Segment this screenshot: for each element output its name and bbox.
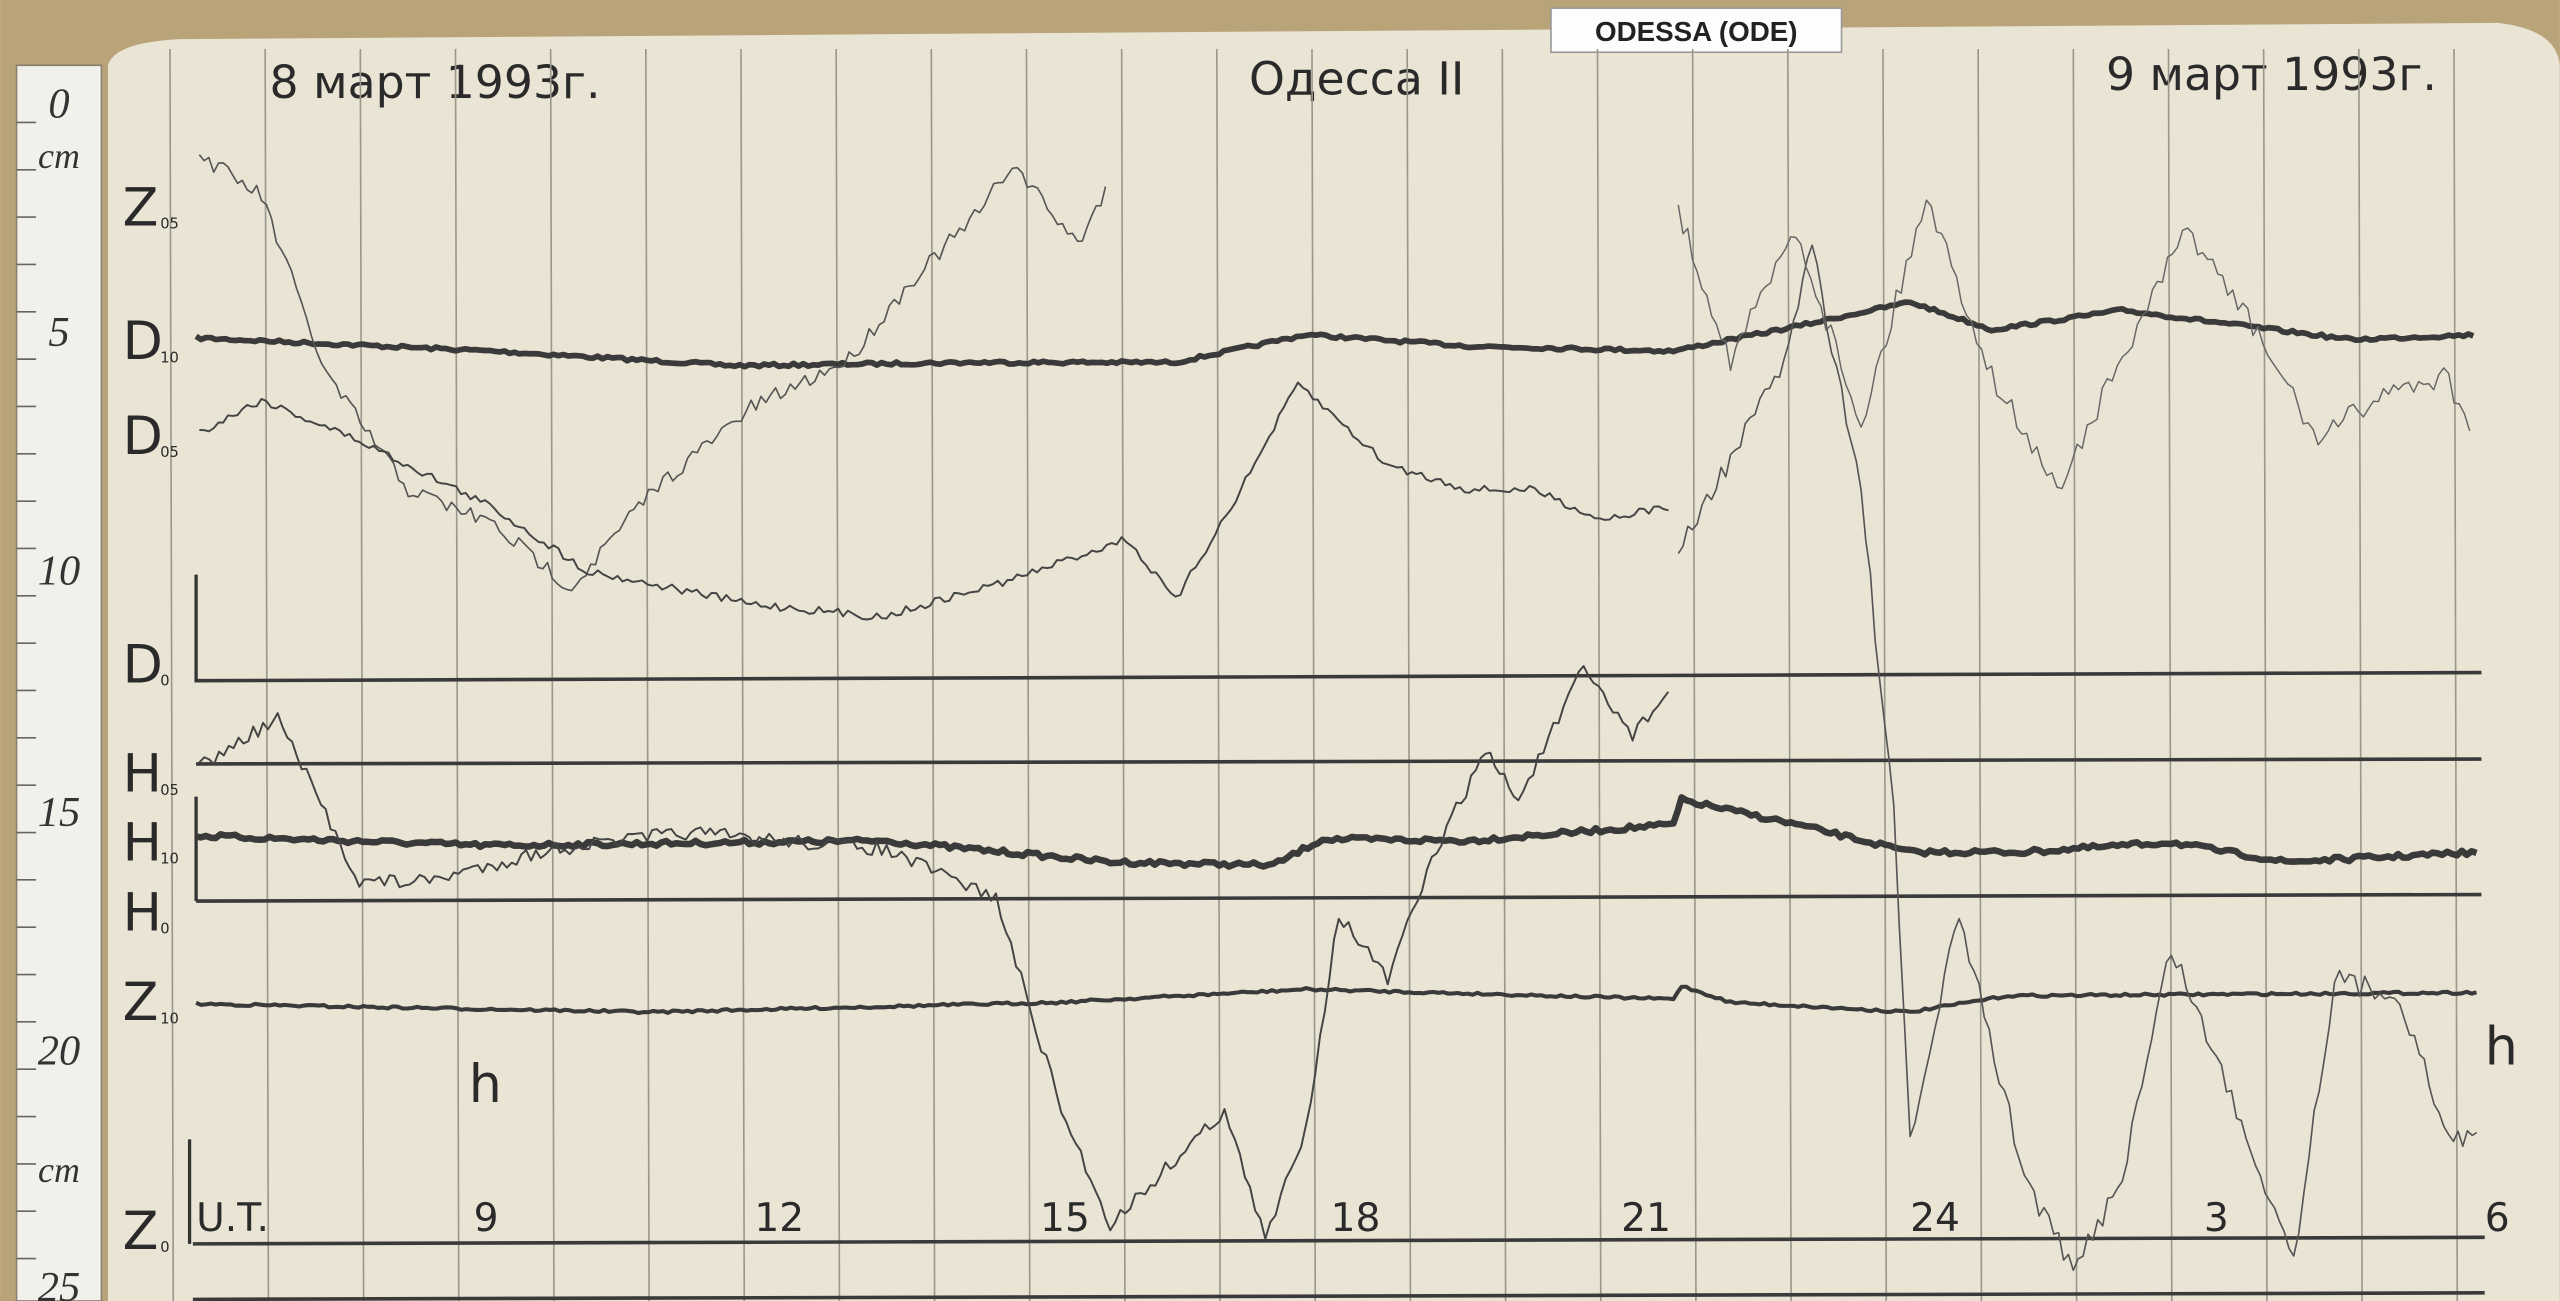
trace-subscript: 05 <box>160 444 179 461</box>
trace-letter: D <box>123 635 163 695</box>
ruler-label: cm <box>38 136 80 176</box>
date-left: 8 март 1993г. <box>270 56 601 109</box>
hour-line <box>1216 48 1221 1301</box>
baseline <box>192 1235 2485 1246</box>
time-unit: h <box>469 1055 502 1115</box>
trace <box>194 299 2475 370</box>
trace <box>195 794 2478 870</box>
trace <box>1677 244 2478 1272</box>
trace <box>199 381 1669 621</box>
paper <box>107 22 2560 1301</box>
time-label: 3 <box>2204 1196 2229 1241</box>
hour-line <box>359 48 365 1301</box>
station-name: ODESSA (ODE) <box>1595 16 1798 47</box>
time-label: 6 <box>2485 1196 2510 1241</box>
trace <box>198 665 1670 1240</box>
ruler-label: 0 <box>48 81 69 128</box>
hour-line <box>264 48 270 1301</box>
ruler-label: 5 <box>48 309 69 356</box>
hour-line <box>2358 48 2363 1301</box>
hour-line <box>2453 48 2459 1301</box>
baseline <box>192 1291 2485 1301</box>
trace-letter: H <box>123 745 162 805</box>
trace-subscript: 10 <box>160 1010 179 1027</box>
trace-letter: D <box>123 312 163 372</box>
baseline <box>196 892 2482 903</box>
hour-line <box>454 48 460 1301</box>
hour-line <box>1025 48 1031 1301</box>
baseline <box>196 757 2482 766</box>
trace-subscript: 05 <box>160 216 179 233</box>
trace-subscript: 05 <box>160 782 179 799</box>
time-label: U.T. <box>196 1196 269 1241</box>
hour-line <box>740 48 746 1301</box>
time-label: 12 <box>754 1196 804 1241</box>
trace-subscript: 0 <box>160 673 169 690</box>
ruler-label: cm <box>38 1150 80 1190</box>
trace-letter: H <box>123 813 162 873</box>
ruler-label: 20 <box>38 1027 80 1074</box>
station-tag <box>1550 7 1843 54</box>
hour-line <box>1120 48 1126 1301</box>
trace-letter: Z <box>123 973 159 1033</box>
time-unit: h <box>2485 1017 2518 1077</box>
trace-letter: H <box>123 883 162 943</box>
trace <box>198 154 1107 592</box>
time-label: 15 <box>1040 1196 1090 1241</box>
hour-line <box>549 48 555 1301</box>
trace-letter: Z <box>123 1202 159 1262</box>
hour-line <box>645 48 650 1301</box>
baseline <box>196 670 2482 683</box>
time-label: 24 <box>1910 1196 1960 1241</box>
trace-subscript: 10 <box>160 851 179 868</box>
trace-letter: Z <box>123 178 159 238</box>
hour-line <box>169 48 175 1301</box>
ruler-label: 25 <box>38 1264 80 1301</box>
hour-line <box>835 48 841 1301</box>
grid <box>16 48 2485 1301</box>
date-right: 9 март 1993г. <box>2106 48 2437 101</box>
ruler <box>15 64 103 1301</box>
time-label: 21 <box>1621 1196 1671 1241</box>
time-label: 9 <box>474 1196 499 1241</box>
ruler-label: 15 <box>38 789 80 836</box>
trace <box>195 984 2478 1016</box>
sheet-title: Одесса II <box>1249 53 1464 106</box>
traces <box>194 154 2478 1272</box>
trace-subscript: 10 <box>160 349 179 366</box>
ruler-label: 10 <box>38 547 80 594</box>
trace-subscript: 0 <box>160 921 169 938</box>
trace <box>1677 199 2471 490</box>
time-label: 18 <box>1331 1196 1381 1241</box>
trace-subscript: 0 <box>160 1239 169 1256</box>
hour-line <box>930 48 936 1301</box>
trace-letter: D <box>123 407 163 467</box>
